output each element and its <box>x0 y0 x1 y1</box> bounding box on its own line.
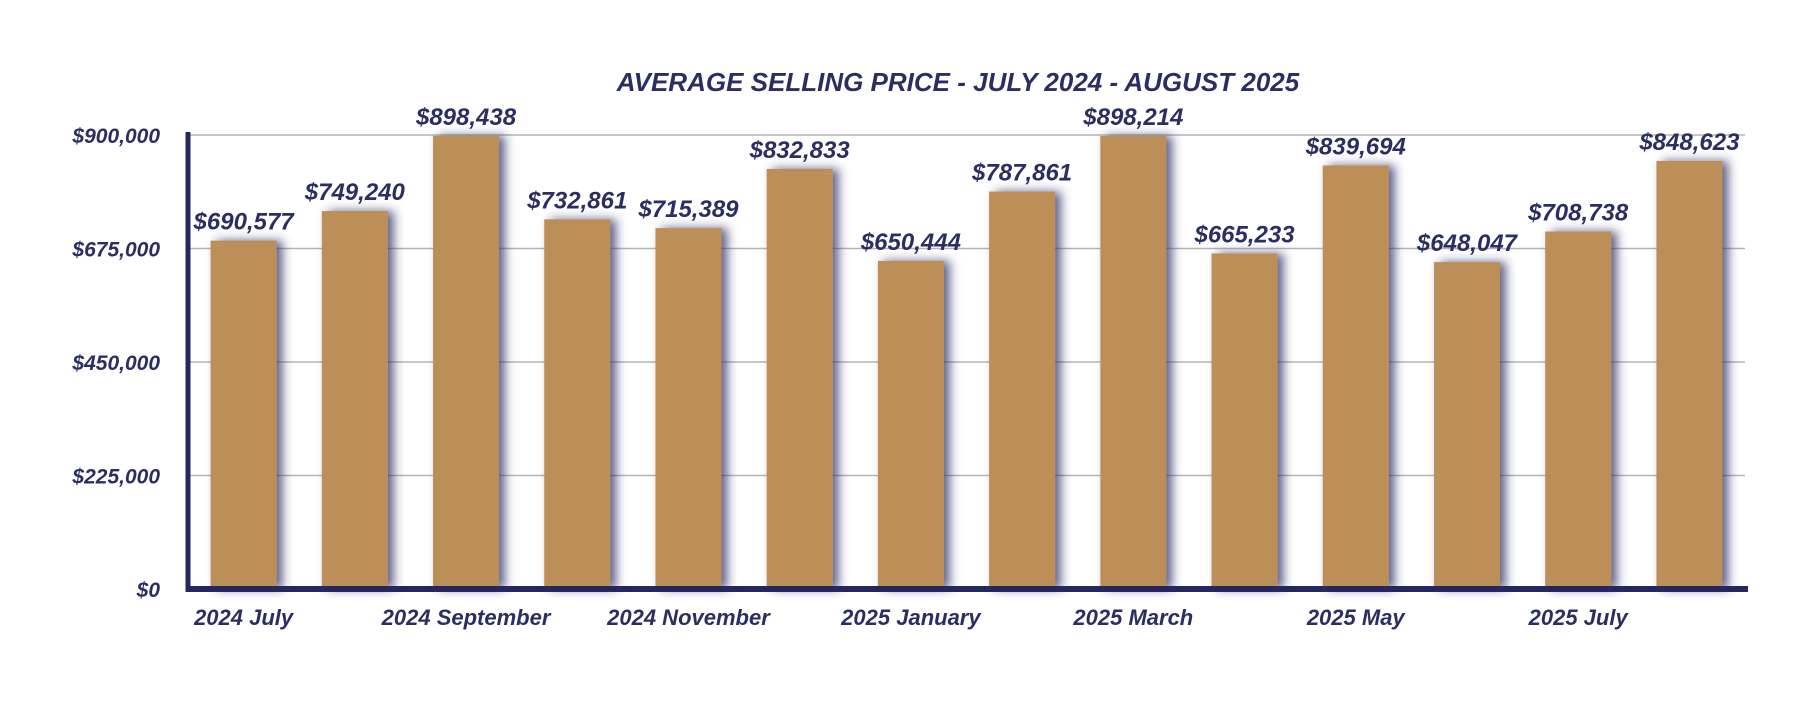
data-label: $665,233 <box>1193 221 1295 248</box>
data-label: $648,047 <box>1416 230 1519 257</box>
gridlines <box>188 134 1745 477</box>
data-label: $832,833 <box>749 137 851 164</box>
bar <box>1545 231 1612 589</box>
x-tick-label: 2025 July <box>1528 605 1630 630</box>
bar <box>544 219 611 589</box>
y-tick-label: $900,000 <box>71 125 160 148</box>
y-axis-tick-labels: $0 $225,000 $450,000 $675,000 $900,000 <box>71 125 160 602</box>
y-tick-label: $225,000 <box>71 466 160 489</box>
bar <box>210 240 277 589</box>
data-label: $650,444 <box>860 229 961 256</box>
data-label: $749,240 <box>304 179 406 206</box>
data-label: $898,214 <box>1082 104 1183 131</box>
y-tick-label: $450,000 <box>71 352 160 375</box>
data-labels: $690,577 $749,240 $898,438 $732,861 $715,389… <box>193 104 1741 257</box>
data-label: $898,438 <box>415 104 517 131</box>
x-tick-label: 2024 November <box>606 605 771 630</box>
data-label: $848,623 <box>1638 129 1740 156</box>
bar <box>1433 262 1500 589</box>
bar <box>321 211 388 589</box>
data-label: $715,389 <box>637 196 739 223</box>
bar <box>1322 165 1389 589</box>
bar <box>766 168 833 589</box>
x-tick-label: 2025 May <box>1306 605 1407 630</box>
x-tick-label: 2025 March <box>1072 605 1193 630</box>
bar <box>1100 135 1167 589</box>
bar <box>877 260 944 589</box>
x-tick-label: 2025 January <box>840 605 982 630</box>
data-label: $787,861 <box>971 160 1072 187</box>
bar <box>655 228 722 590</box>
bars <box>210 135 1723 590</box>
bar <box>989 191 1056 589</box>
x-tick-label: 2024 September <box>381 605 552 630</box>
data-label: $839,694 <box>1305 133 1406 160</box>
data-label: $690,577 <box>193 209 296 236</box>
axes <box>185 132 1748 592</box>
data-label: $708,738 <box>1527 199 1629 226</box>
bar <box>433 135 500 589</box>
data-label: $732,861 <box>526 187 627 214</box>
y-tick-label: $675,000 <box>71 239 160 262</box>
bar <box>1211 253 1278 589</box>
chart-title: AVERAGE SELLING PRICE - JULY 2024 - AUGU… <box>616 67 1300 97</box>
y-tick-label: $0 <box>136 579 161 602</box>
x-axis-tick-labels: 2024 July 2024 September 2024 November 2025… <box>193 605 1629 630</box>
x-tick-label: 2024 July <box>193 605 295 630</box>
bar <box>1656 160 1723 589</box>
